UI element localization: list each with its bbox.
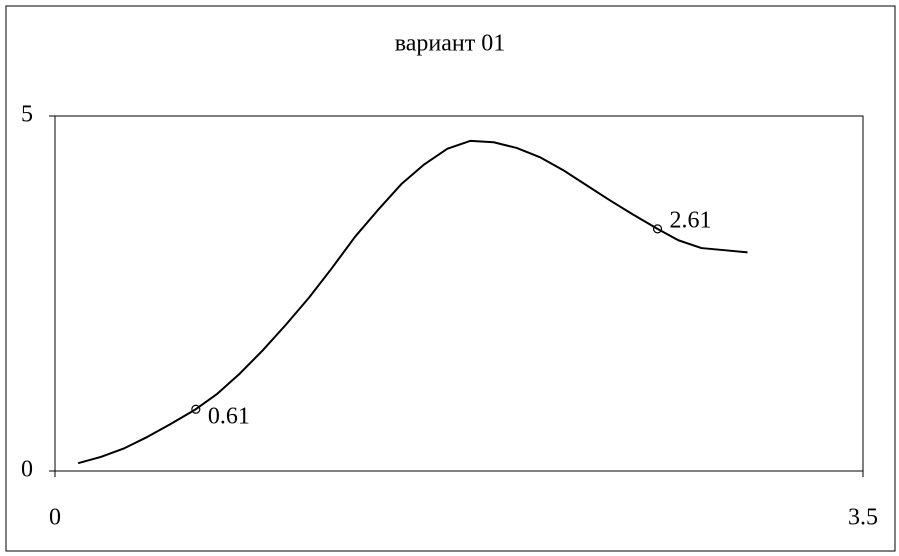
x-tick-label: 0: [49, 505, 61, 531]
chart-title: вариант 01: [395, 31, 506, 57]
chart-border: [5, 5, 896, 552]
line: [77, 139, 748, 465]
annotation-marker: [191, 404, 201, 414]
y-tick-label: 0: [21, 457, 33, 483]
y-tick-label: 5: [21, 102, 33, 128]
plot-area: [54, 115, 864, 472]
x-tick-label: 3.5: [848, 505, 878, 531]
annotation-label: 0.61: [208, 404, 250, 430]
annotation-marker: [652, 224, 663, 234]
annotation-label: 2.61: [670, 207, 712, 233]
